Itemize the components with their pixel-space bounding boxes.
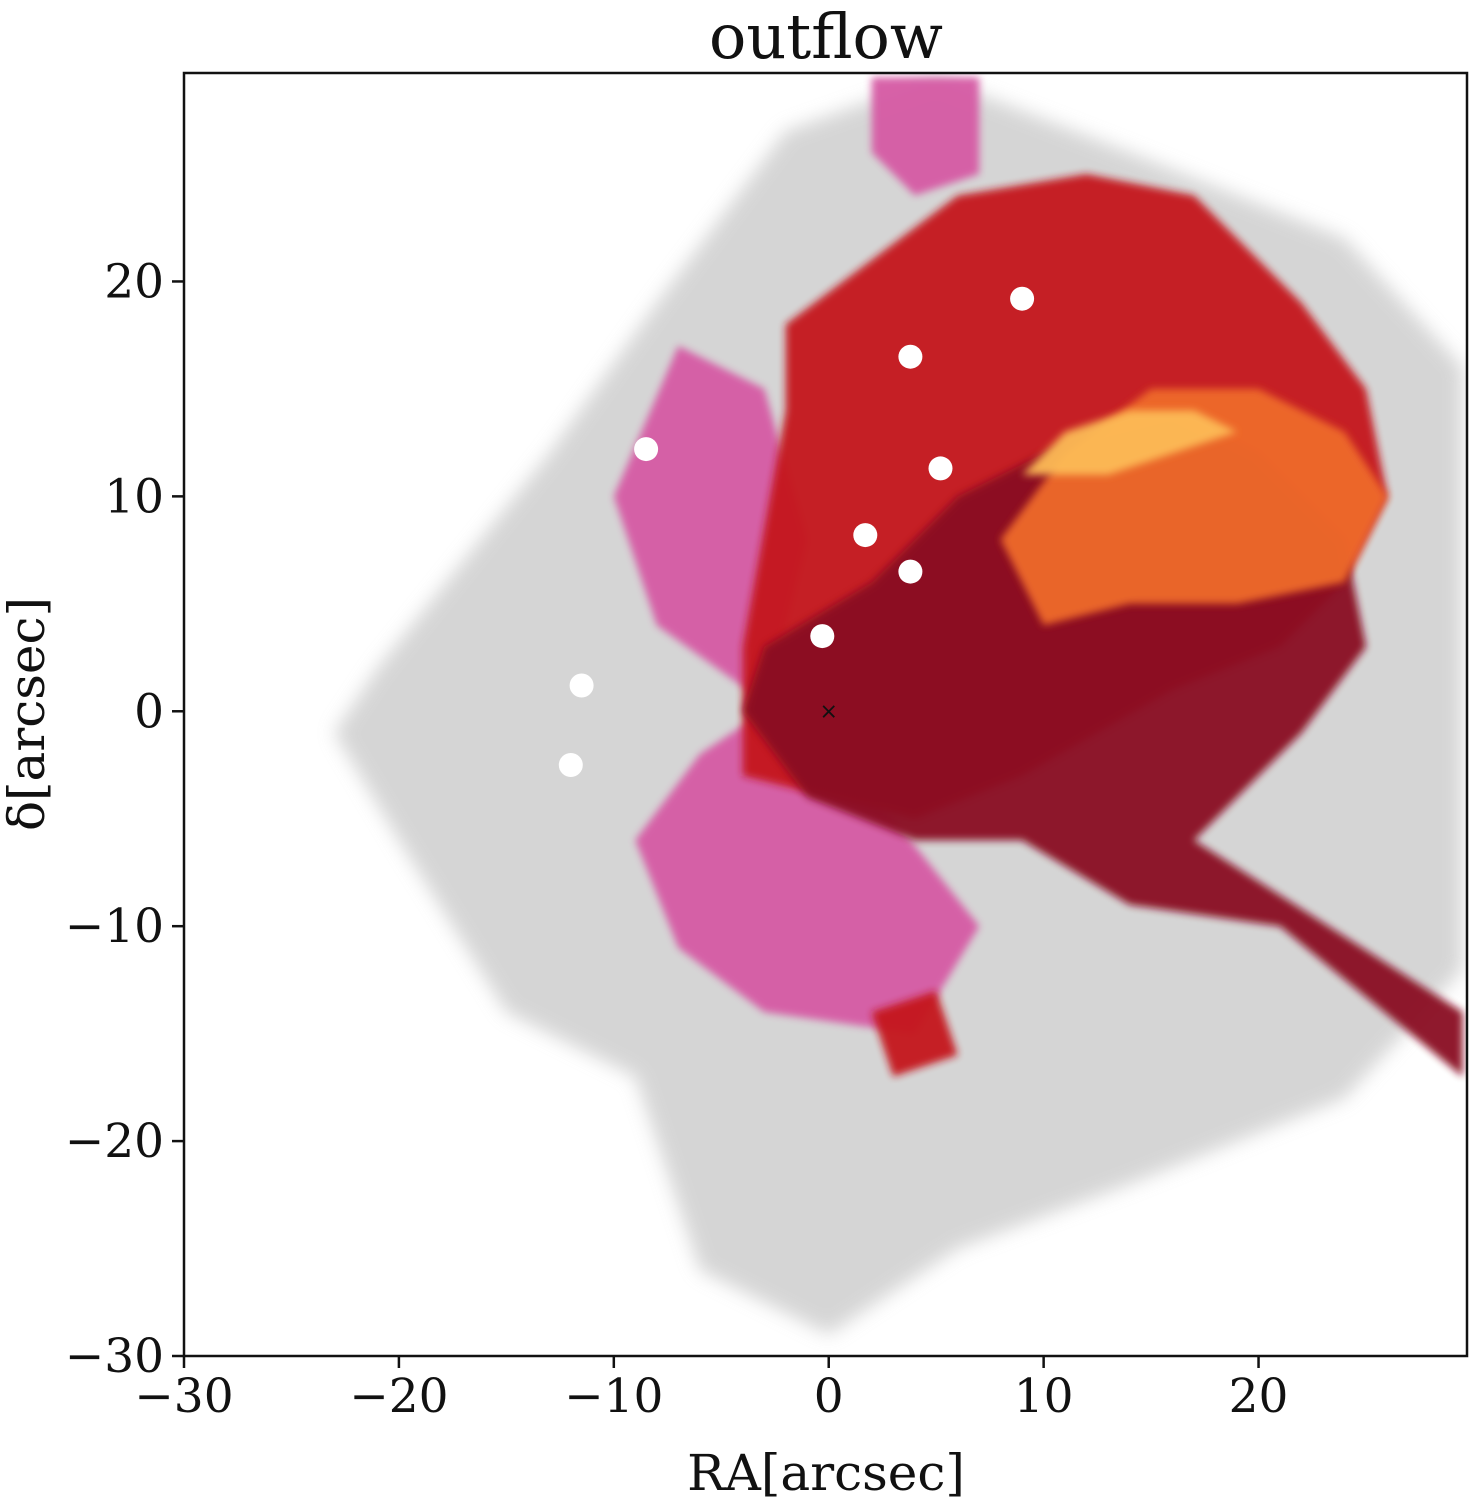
y-tick-label: −10 <box>65 899 164 954</box>
masked-hole <box>898 344 923 369</box>
y-axis-label: δ[arcsec] <box>0 597 56 831</box>
y-tick-label: −20 <box>65 1114 164 1169</box>
x-tick-label: 0 <box>814 1369 844 1424</box>
plot-frame <box>182 71 1469 1358</box>
masked-hole <box>898 559 923 584</box>
y-axis-ticks: −30 −20 −10 0 10 20 <box>65 254 184 1384</box>
x-tick-label: −20 <box>349 1369 448 1424</box>
plot-area <box>184 73 1467 1356</box>
region-blue-side <box>613 345 980 1034</box>
center-marker-layer: × <box>820 699 838 724</box>
x-tick-label: −30 <box>134 1369 233 1424</box>
chart-title: outflow <box>709 0 943 73</box>
region-yellow-lobe <box>1022 410 1237 475</box>
masked-hole <box>928 456 953 481</box>
x-axis-ticks: −30 −20 −10 0 10 20 <box>134 1356 1288 1424</box>
masked-holes <box>558 286 1035 777</box>
x-axis-label: RA[arcsec] <box>687 1444 965 1502</box>
region-south-red-blob <box>871 990 958 1077</box>
x-tick-label: −10 <box>564 1369 663 1424</box>
masked-hole <box>810 624 835 649</box>
x-tick-label: 10 <box>1014 1369 1074 1424</box>
y-tick-label: 20 <box>104 254 164 309</box>
masked-hole <box>569 673 594 698</box>
center-marker: × <box>820 699 838 724</box>
region-pink-top-plume <box>871 77 980 196</box>
y-tick-label: 0 <box>134 684 164 739</box>
x-tick-label: 20 <box>1229 1369 1289 1424</box>
masked-hole <box>558 753 583 777</box>
y-tick-label: 10 <box>104 469 164 524</box>
emission-regions <box>334 77 1463 1335</box>
masked-hole <box>853 523 878 548</box>
masked-hole <box>634 437 659 462</box>
masked-hole <box>1010 286 1035 311</box>
y-tick-label: −30 <box>65 1329 164 1384</box>
